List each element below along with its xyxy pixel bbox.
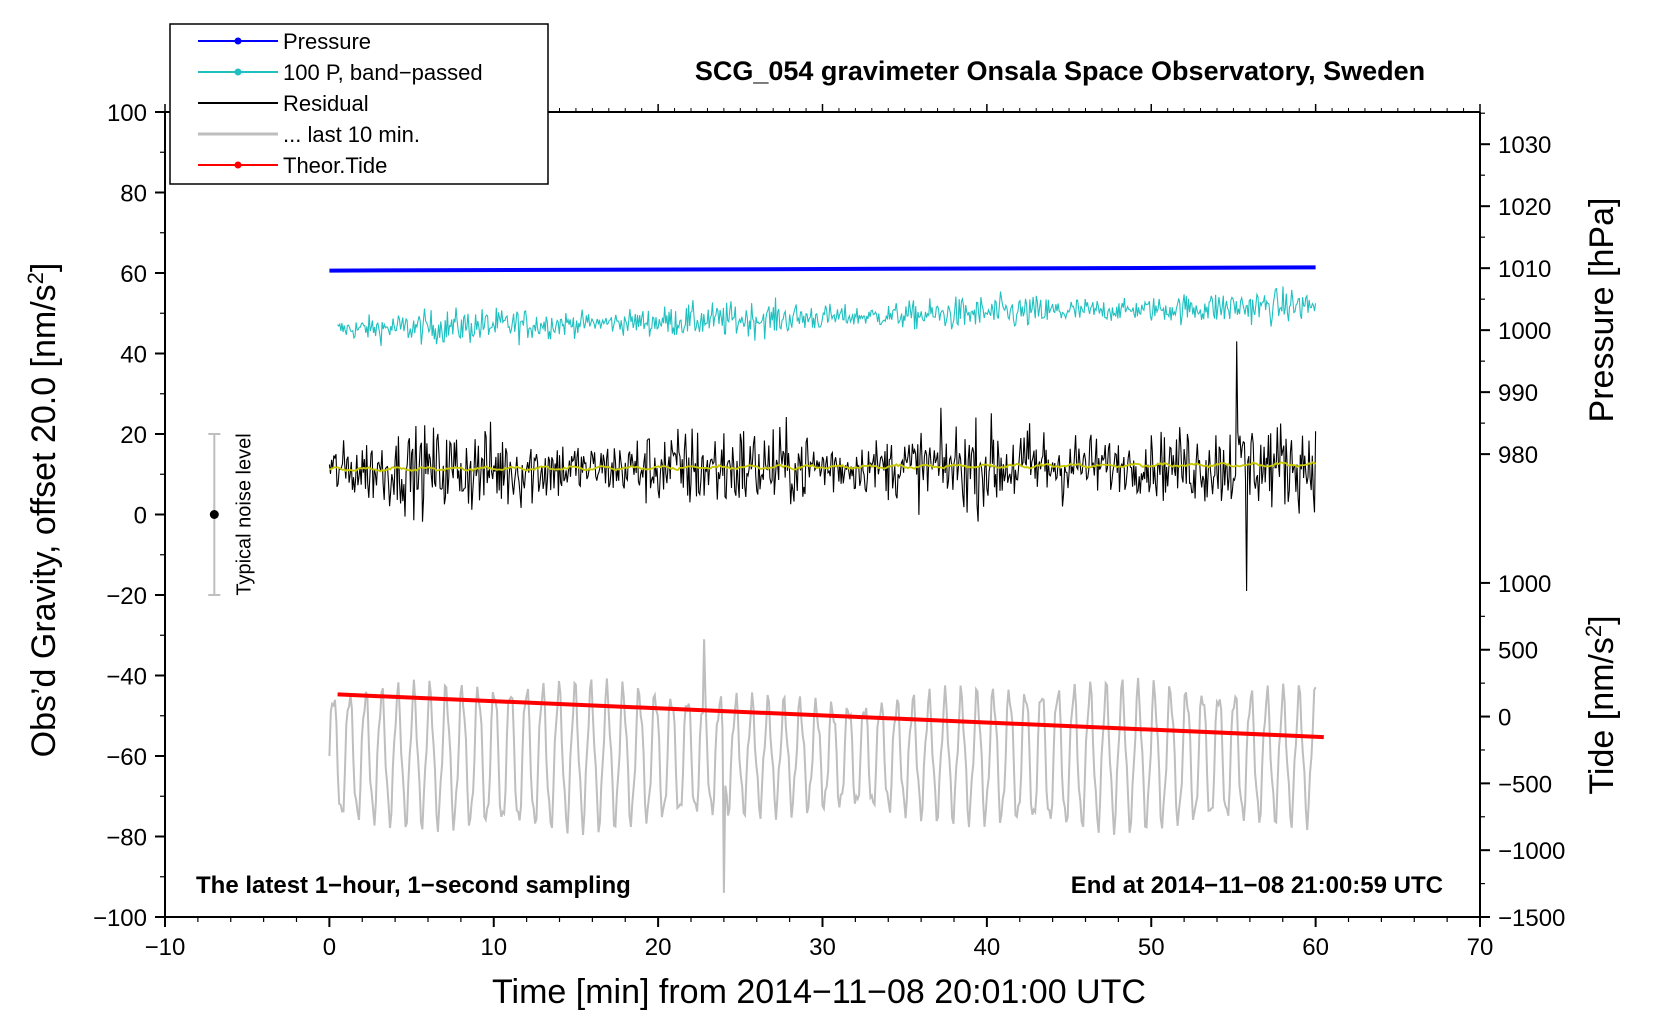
y-tick-label: 0: [134, 503, 147, 530]
x-tick-label: 0: [323, 934, 336, 961]
y-tick-label: 20: [120, 422, 147, 449]
y-axis-label: Obs’d Gravity, offset 20.0 [nm/s2]: [23, 263, 64, 758]
legend-marker: [234, 161, 242, 169]
legend-marker: [234, 37, 242, 45]
y-tick-label: 60: [120, 261, 147, 288]
x-tick-label: 10: [480, 934, 507, 961]
noise-bar: Typical noise level: [208, 433, 255, 596]
x-tick-label: −10: [145, 934, 186, 961]
legend-label: Theor.Tide: [283, 153, 387, 178]
x-tick-label: 40: [974, 934, 1001, 961]
legend-label: 100 P, band−passed: [283, 60, 483, 85]
tide-tick-label: −500: [1498, 771, 1552, 798]
y-axis-label-end: ]: [25, 263, 63, 272]
tide-axis-label-text: Tide [nm/s: [1583, 637, 1621, 794]
x-tick-label: 70: [1467, 934, 1494, 961]
series-pressure: [329, 265, 1316, 273]
pressure-tick-label: 990: [1498, 380, 1538, 407]
y-tick-label: 40: [120, 342, 147, 369]
y-tick-label: −60: [106, 744, 147, 771]
x-tick-label: 30: [809, 934, 836, 961]
y-tick-label: 100: [107, 100, 147, 127]
tide-tick-label: 1000: [1498, 571, 1551, 598]
tide-tick-label: 500: [1498, 638, 1538, 665]
legend-label: Residual: [283, 91, 369, 116]
tide-axis-label-sup: 2: [1581, 625, 1606, 637]
legend-marker: [234, 68, 242, 76]
legend-label: Pressure: [283, 29, 371, 54]
series-100-p-band-passed: [337, 286, 1317, 346]
legend-label: ... last 10 min.: [283, 122, 420, 147]
x-axis-label: Time [min] from 2014−11−08 20:01:00 UTC: [492, 973, 1146, 1011]
tide-tick-label: 0: [1498, 705, 1511, 732]
pressure-tick-label: 1020: [1498, 194, 1551, 221]
y-axis-label-sup: 2: [23, 272, 48, 284]
noise-bar-label: Typical noise level: [233, 433, 255, 595]
y-axis-label-text: Obs’d Gravity, offset 20.0 [nm/s: [25, 284, 63, 757]
series-theor-tide: [337, 692, 1324, 740]
tide-tick-label: −1500: [1498, 905, 1565, 932]
pressure-tick-label: 980: [1498, 442, 1538, 469]
y-tick-label: −80: [106, 825, 147, 852]
pressure-tick-label: 1010: [1498, 256, 1551, 283]
pressure-tick-label: 1000: [1498, 318, 1551, 345]
tide-axis-label: Tide [nm/s2]: [1581, 615, 1622, 794]
y-tick-label: 80: [120, 181, 147, 208]
y-tick-label: −40: [106, 664, 147, 691]
series-layer: [328, 265, 1324, 893]
pressure-tick-label: 1030: [1498, 132, 1551, 159]
series-residual-smoothed: [329, 461, 1316, 473]
series-last-10-min: [328, 639, 1317, 893]
x-tick-label: 20: [645, 934, 672, 961]
annotation-latest-hour: The latest 1−hour, 1−second sampling: [196, 872, 631, 899]
y-tick-label: −20: [106, 583, 147, 610]
y-tick-label: −100: [93, 905, 147, 932]
tide-tick-label: −1000: [1498, 838, 1565, 865]
tide-axis-label-end: ]: [1583, 615, 1621, 624]
series-residual: [328, 341, 1317, 592]
x-tick-label: 50: [1138, 934, 1165, 961]
x-tick-label: 60: [1302, 934, 1329, 961]
chart-title: SCG_054 gravimeter Onsala Space Observat…: [695, 56, 1425, 86]
pressure-axis-label: Pressure [hPa]: [1583, 198, 1621, 423]
annotation-end-time: End at 2014−11−08 21:00:59 UTC: [1071, 872, 1443, 899]
noise-bar-center-dot: [209, 510, 219, 519]
legend: Pressure 100 P, band−passed Residual ... la…: [169, 23, 549, 185]
